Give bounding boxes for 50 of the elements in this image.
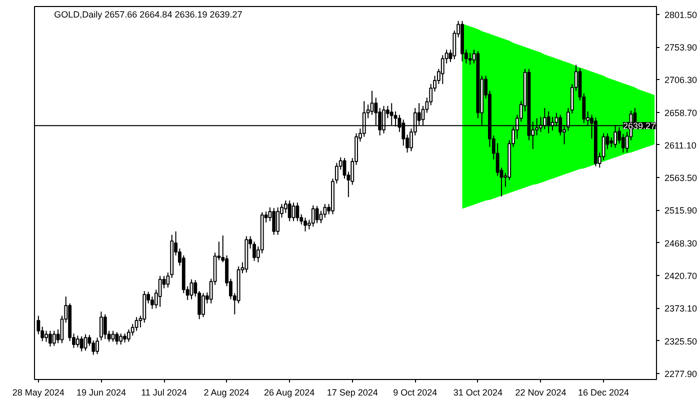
y-tick-label: 2277.90 [664, 368, 698, 379]
candlestick [44, 330, 48, 342]
chart-title: GOLD,Daily 2657.66 2664.84 2636.19 2639.27 [54, 10, 242, 20]
x-tick-label: 16 Dec 2024 [578, 388, 630, 398]
candlestick [621, 134, 625, 154]
candlestick [115, 332, 119, 346]
y-tick-label: 2801.50 [664, 10, 698, 20]
candlestick [296, 202, 300, 222]
candlestick [134, 316, 138, 332]
y-tick-label: 2515.90 [664, 206, 698, 216]
candlestick [52, 330, 56, 346]
y-tick-label: 2325.50 [664, 336, 698, 346]
candlestick [158, 275, 162, 308]
candlestick [84, 334, 88, 352]
candlestick [99, 311, 103, 341]
candlestick [272, 208, 276, 236]
x-tick-label: 26 Aug 2024 [264, 388, 315, 398]
y-tick-label: 2658.70 [664, 108, 698, 118]
x-tick-label: 2 Aug 2024 [204, 388, 250, 398]
ref-line-label: 2639.27 [622, 121, 656, 132]
candlestick [468, 52, 472, 66]
x-tick-label: 11 Jul 2024 [141, 388, 187, 398]
x-tick-label: 19 Jun 2024 [76, 388, 126, 398]
candlestick [315, 206, 319, 224]
x-tick-label: 31 Oct 2024 [453, 388, 502, 398]
y-tick-label: 2753.90 [664, 42, 698, 53]
candlestick [304, 217, 307, 232]
x-tick-label: 9 Oct 2024 [393, 388, 438, 398]
y-tick-label: 2373.10 [664, 304, 698, 314]
candlestick [103, 314, 107, 340]
candlestick [288, 200, 292, 222]
candlestick [80, 336, 84, 352]
candlestick [276, 206, 280, 236]
x-tick-label: 22 Nov 2024 [515, 388, 566, 398]
candlestick [48, 330, 52, 348]
y-tick-label: 2611.10 [664, 140, 696, 150]
x-tick-label: 17 Sep 2024 [326, 388, 378, 398]
candlestick [119, 333, 123, 346]
y-tick-label: 2420.70 [664, 270, 698, 281]
candlestick [76, 335, 80, 348]
y-tick-label: 2706.30 [664, 75, 698, 86]
candlestick [311, 204, 315, 228]
candlestick [36, 315, 40, 335]
candlestick [202, 292, 205, 318]
x-tick-label: 28 May 2024 [12, 388, 64, 398]
y-tick-label: 2468.30 [664, 238, 698, 248]
candlestick [96, 337, 100, 355]
candlestick [370, 90, 374, 116]
y-tick-label: 2563.50 [664, 173, 698, 184]
candlestick [111, 330, 115, 342]
